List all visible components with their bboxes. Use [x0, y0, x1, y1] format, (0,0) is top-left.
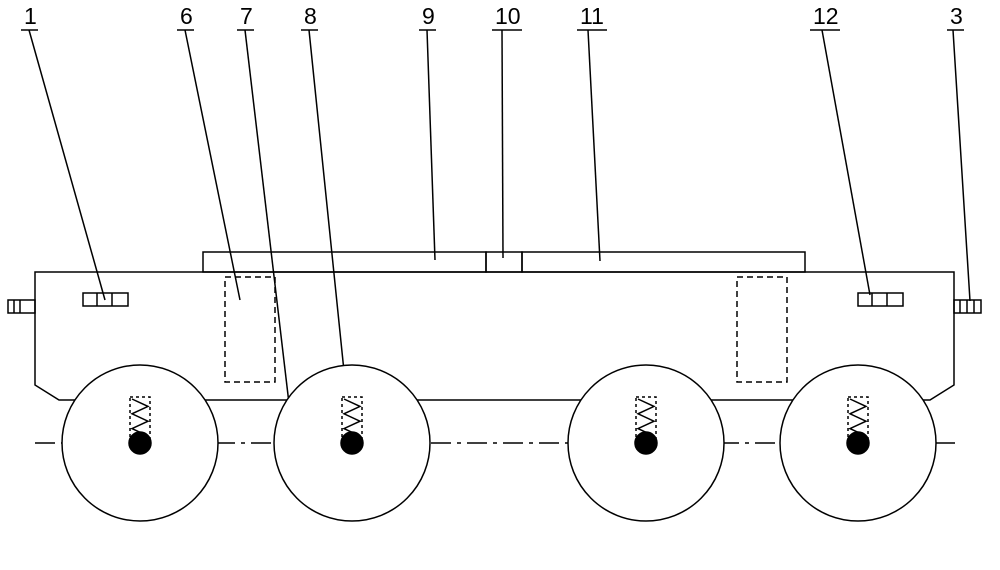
- callout-label-8: 8: [304, 3, 317, 30]
- callout-label-6: 6: [180, 3, 193, 30]
- callout-label-1: 1: [24, 3, 37, 30]
- callout-label-3: 3: [950, 3, 963, 30]
- callout-label-12: 12: [813, 3, 839, 30]
- callout-label-9: 9: [422, 3, 435, 30]
- callout-label-7: 7: [240, 3, 253, 30]
- callout-label-11: 11: [580, 3, 604, 30]
- callout-label-10: 10: [495, 3, 521, 30]
- diagram-svg: [0, 0, 1000, 570]
